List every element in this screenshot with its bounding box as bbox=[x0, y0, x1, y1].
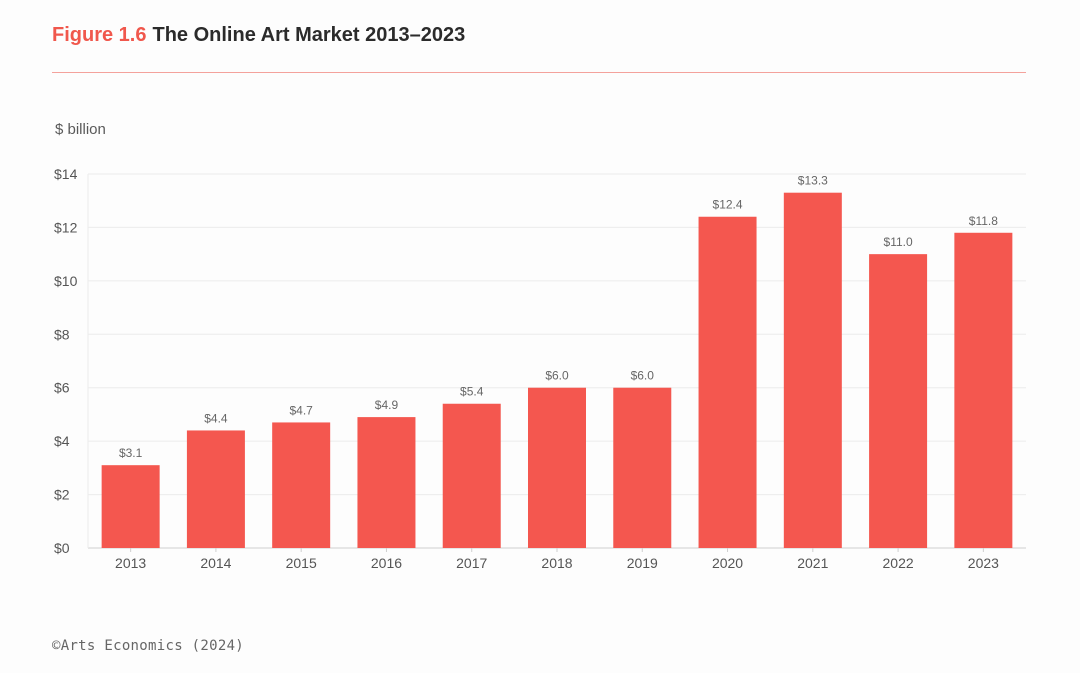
data-label-2014: $4.4 bbox=[204, 411, 228, 425]
bar-2016 bbox=[357, 417, 416, 548]
x-tick-label: 2021 bbox=[797, 555, 828, 571]
x-tick-label: 2022 bbox=[883, 555, 914, 571]
x-tick-label: 2018 bbox=[541, 555, 572, 571]
bar-2021 bbox=[783, 192, 842, 548]
bar-2019 bbox=[613, 387, 672, 548]
data-label-2023: $11.8 bbox=[969, 214, 998, 228]
bar-2020 bbox=[698, 216, 757, 548]
chart-title: Figure 1.6 The Online Art Market 2013–202… bbox=[52, 24, 465, 47]
bar-2015 bbox=[272, 422, 331, 548]
data-label-2016: $4.9 bbox=[375, 398, 399, 412]
y-tick-label: $4 bbox=[54, 433, 70, 449]
data-label-2019: $6.0 bbox=[631, 369, 655, 383]
bar-2022 bbox=[869, 254, 928, 548]
y-tick-label: $6 bbox=[54, 380, 70, 396]
data-label-2013: $3.1 bbox=[119, 446, 143, 460]
bar-2017 bbox=[442, 403, 501, 548]
figure-label: Figure 1.6 bbox=[52, 24, 147, 46]
title-text: The Online Art Market 2013–2023 bbox=[152, 24, 466, 46]
x-tick-label: 2015 bbox=[286, 555, 317, 571]
data-label-2021: $13.3 bbox=[798, 174, 828, 188]
title-divider bbox=[52, 72, 1026, 73]
y-tick-label: $2 bbox=[54, 487, 70, 503]
x-tick-label: 2013 bbox=[115, 555, 146, 571]
x-tick-label: 2017 bbox=[456, 555, 487, 571]
data-label-2020: $12.4 bbox=[713, 198, 743, 212]
bar-2013 bbox=[101, 465, 160, 548]
y-tick-label: $14 bbox=[54, 166, 78, 182]
y-tick-label: $10 bbox=[54, 273, 78, 289]
x-tick-label: 2014 bbox=[200, 555, 231, 571]
data-label-2015: $4.7 bbox=[290, 403, 314, 417]
y-tick-label: $12 bbox=[54, 219, 78, 235]
data-label-2018: $6.0 bbox=[545, 369, 569, 383]
x-tick-label: 2020 bbox=[712, 555, 743, 571]
y-axis-unit-label: $ billion bbox=[55, 121, 106, 138]
y-tick-label: $0 bbox=[54, 540, 70, 556]
source-credit: ©Arts Economics (2024) bbox=[52, 638, 245, 654]
x-tick-label: 2016 bbox=[371, 555, 402, 571]
bar-2018 bbox=[528, 387, 586, 548]
x-tick-label: 2023 bbox=[968, 555, 999, 571]
data-label-2022: $11.0 bbox=[884, 235, 913, 249]
bar-2014 bbox=[186, 430, 245, 548]
data-label-2017: $5.4 bbox=[460, 385, 484, 399]
x-tick-label: 2019 bbox=[627, 555, 658, 571]
bar-2023 bbox=[954, 232, 1013, 548]
y-tick-label: $8 bbox=[54, 326, 70, 342]
